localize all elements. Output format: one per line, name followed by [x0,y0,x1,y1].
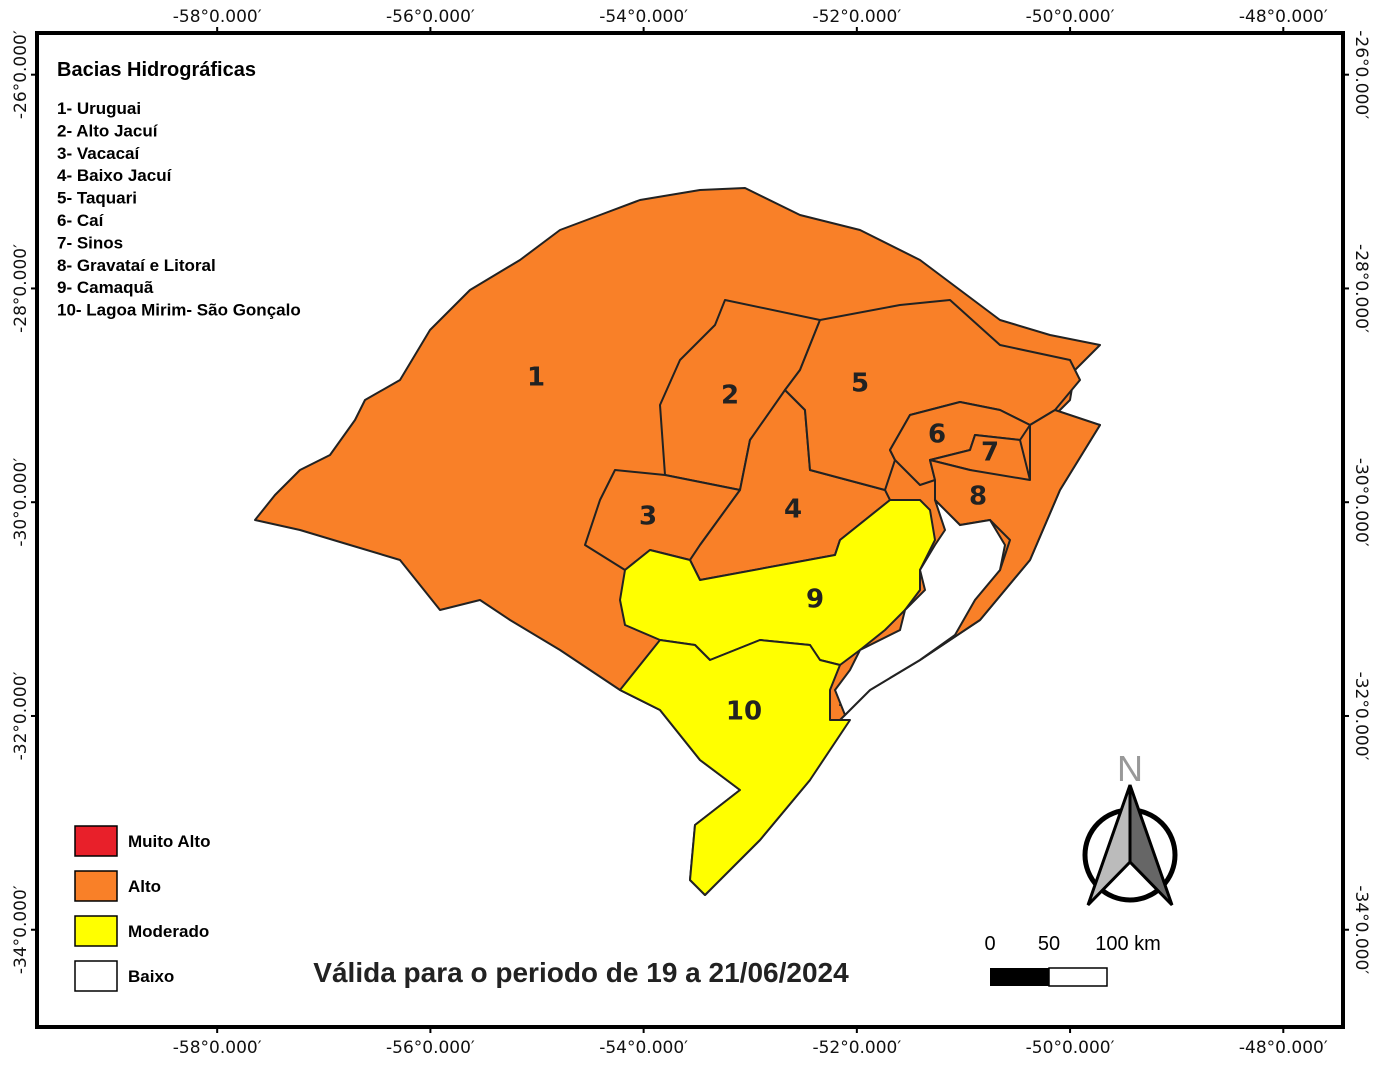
risk-legend: Muito Alto Alto Moderado Baixo [74,825,210,992]
lat-label: -32°0.000′ [11,671,31,760]
lon-label: -54°0.000′ [599,7,688,27]
basin-number: 3 [639,502,657,532]
north-label: N [1117,748,1143,789]
lon-label: -56°0.000′ [386,1038,475,1058]
legend-swatch [74,960,118,992]
lon-label: -52°0.000′ [812,1038,901,1058]
basin-number: 5 [851,369,869,399]
basin [619,639,851,896]
legend-swatch [74,825,118,857]
lon-label: -50°0.000′ [1026,1038,1115,1058]
scale-bar: 0 50 100 km [984,933,1161,987]
legend-item: 9- Camaquã [57,278,154,297]
lon-label: -58°0.000′ [173,1038,262,1058]
legend-item: 10- Lagoa Mirim- São Gonçalo [57,301,301,320]
scale-label: 0 [984,933,995,955]
lon-label: -50°0.000′ [1026,7,1115,27]
scale-label: 50 [1038,933,1060,955]
lat-label: -30°0.000′ [1351,458,1371,547]
legend-label: Muito Alto [128,832,210,851]
basin-number: 6 [928,420,946,450]
legend-label: Alto [128,877,161,896]
legend-item: 3- Vacacaí [57,144,141,163]
legend-title: Bacias Hidrográficas [57,59,256,81]
lat-label: -34°0.000′ [1351,885,1371,974]
lat-label: -30°0.000′ [11,458,31,547]
lon-label: -52°0.000′ [812,7,901,27]
lat-label: -26°0.000′ [11,30,31,119]
coordinate-labels: -58°0.000′ -58°0.000′ -56°0.000′ -56°0.000′… [11,7,1371,1058]
lat-label: -32°0.000′ [1351,672,1371,761]
basin-number: 4 [784,495,802,525]
legend-swatch [74,870,118,902]
lon-label: -56°0.000′ [386,7,475,27]
scale-label: 100 km [1095,933,1161,955]
legend-item: 5- Taquari [57,189,137,208]
legend-item: 4- Baixo Jacuí [57,166,173,185]
lon-label: -58°0.000′ [173,7,262,27]
lon-label: -54°0.000′ [599,1038,688,1058]
legend-item: 8- Gravataí e Litoral [57,256,216,275]
lat-label: -34°0.000′ [11,885,31,974]
north-arrow: N [1082,748,1178,907]
basin-labels: 1 2 3 4 5 6 7 8 9 10 [527,363,999,727]
lon-label: -48°0.000′ [1239,7,1328,27]
lagoon [833,499,1007,717]
legend-swatch [74,915,118,947]
lat-label: -28°0.000′ [11,244,31,333]
legend-label: Moderado [128,922,209,941]
basin-number: 1 [527,363,545,393]
north-half [1128,784,1174,907]
legend-list: 1- Uruguai 2- Alto Jacuí 3- Vacacaí 4- Baix… [57,99,301,320]
basin-number: 9 [806,585,824,615]
lat-label: -26°0.000′ [1351,30,1371,119]
basin-number: 8 [969,482,987,512]
validity-title: Válida para o periodo de 19 a 21/06/2024 [313,957,849,988]
scale-segment [1048,967,1108,987]
basin-number: 10 [726,697,762,727]
basin-number: 2 [721,381,739,411]
legend-item: 2- Alto Jacuí [57,121,159,140]
legend-item: 1- Uruguai [57,99,141,118]
scale-segment [990,968,1049,986]
legend-item: 6- Caí [57,211,105,230]
basins [254,187,1101,896]
lon-label: -48°0.000′ [1239,1038,1328,1058]
legend-item: 7- Sinos [57,233,123,252]
lat-label: -28°0.000′ [1351,244,1371,333]
legend-label: Baixo [128,967,174,986]
basin-number: 7 [981,438,999,468]
